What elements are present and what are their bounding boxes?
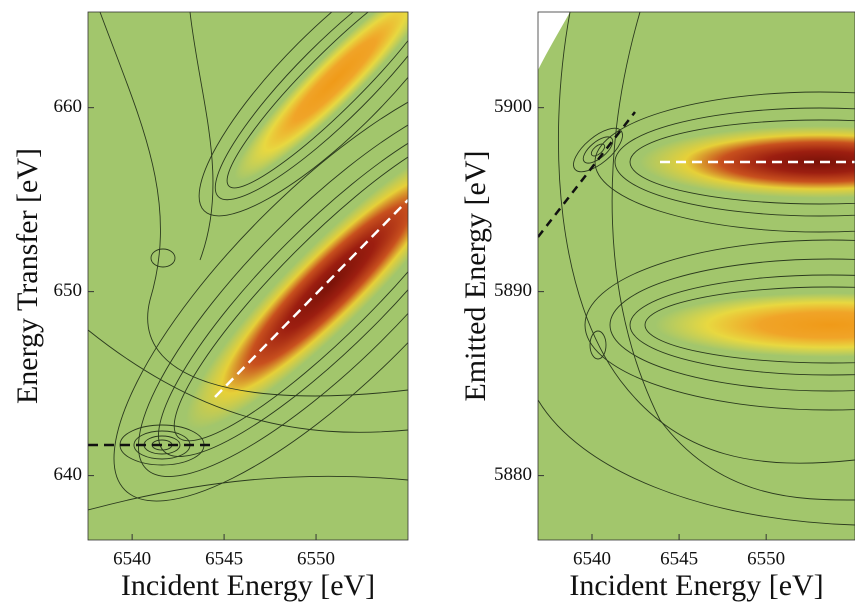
- y-tick-label: 660: [54, 96, 83, 117]
- panel: 6540 6545 6550 5880 5890 5900 Incident Energy …: [459, 11, 855, 602]
- x-tick-label: 6550: [747, 548, 785, 569]
- contour-map: [538, 12, 855, 540]
- x-tick-label: 6540: [573, 548, 611, 569]
- x-tick-label: 6540: [113, 548, 151, 569]
- x-axis-label: Incident Energy [eV]: [569, 569, 823, 602]
- x-axis-label: Incident Energy [eV]: [121, 569, 375, 602]
- panel: 6540 6545 6550 640 650 660 Incident Energy [eV…: [11, 11, 409, 602]
- y-axis-label: Energy Transfer [eV]: [11, 148, 44, 404]
- contour-map: [88, 12, 408, 540]
- x-tick-label: 6545: [660, 548, 698, 569]
- y-tick-label: 650: [54, 280, 83, 301]
- y-tick-label: 5900: [494, 96, 532, 117]
- y-tick-label: 5890: [494, 280, 532, 301]
- x-tick-label: 6550: [297, 548, 335, 569]
- y-tick-label: 5880: [494, 464, 532, 485]
- y-tick-label: 640: [54, 464, 83, 485]
- x-tick-label: 6545: [205, 548, 243, 569]
- y-axis-label: Emitted Energy [eV]: [459, 150, 492, 401]
